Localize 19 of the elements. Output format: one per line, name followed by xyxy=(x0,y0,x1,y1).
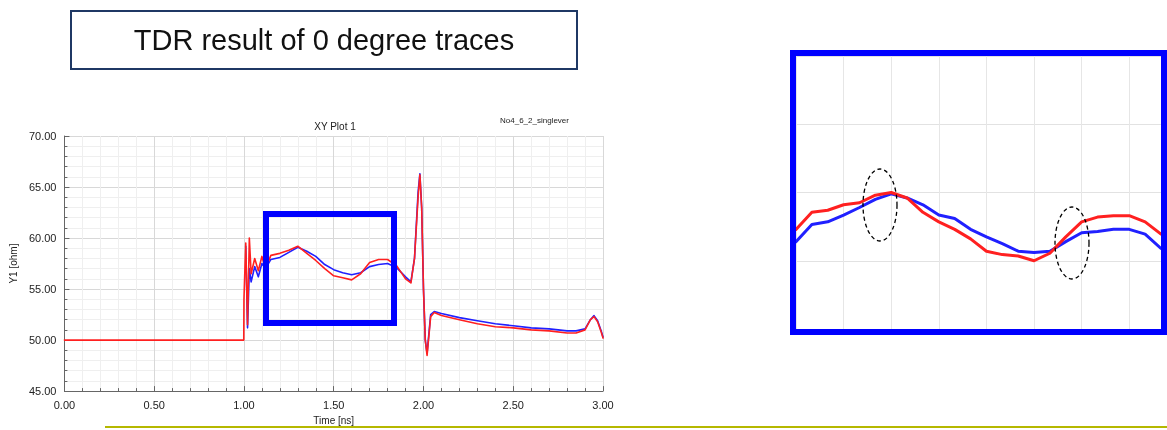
y-tick-label: 50.00 xyxy=(28,334,57,347)
y-tick-label: 65.00 xyxy=(28,181,57,194)
x-tick-label: 1.00 xyxy=(233,398,255,411)
x-tick-label: 2.50 xyxy=(502,398,524,411)
x-tick-label: 3.00 xyxy=(592,398,614,411)
y-tick-label: 70.00 xyxy=(28,130,57,142)
text: No4_6_2_singlever xyxy=(500,116,569,125)
y-axis-title: Y1 [ohm] xyxy=(7,243,19,284)
x-tick-label: 2.00 xyxy=(412,398,435,411)
y-tick-label: 60.00 xyxy=(28,232,57,245)
x-tick-label: 0.50 xyxy=(143,398,165,411)
x-axis-title: Time [ns] xyxy=(313,414,355,426)
y-tick-label: 55.00 xyxy=(28,283,57,296)
y-tick-label: 45.00 xyxy=(28,385,57,398)
chart-title: XY Plot 1 xyxy=(314,120,357,132)
x-tick-label: 1.50 xyxy=(323,398,345,411)
x-tick-label: 0.00 xyxy=(53,398,76,411)
text: TDR result of 0 degree traces xyxy=(70,10,578,70)
line-series xyxy=(63,173,604,357)
